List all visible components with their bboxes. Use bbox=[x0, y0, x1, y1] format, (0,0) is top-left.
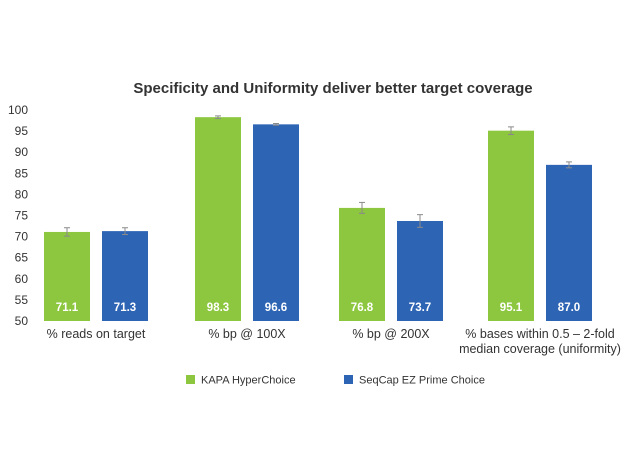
y-tick-label: 55 bbox=[15, 293, 29, 307]
y-tick-label: 60 bbox=[15, 272, 29, 286]
data-label: 98.3 bbox=[207, 302, 229, 314]
bar bbox=[488, 130, 534, 321]
y-tick-label: 90 bbox=[15, 145, 29, 159]
y-axis: 50 55 60 65 70 75 80 85 90 95 100 bbox=[8, 103, 28, 328]
bar bbox=[44, 231, 90, 321]
y-tick-label: 75 bbox=[15, 209, 29, 223]
x-category-label: % reads on target bbox=[47, 327, 146, 341]
data-label: 95.1 bbox=[500, 302, 523, 314]
y-tick-label: 95 bbox=[15, 124, 29, 138]
data-label: 96.6 bbox=[265, 302, 287, 314]
data-label: 71.1 bbox=[56, 302, 79, 314]
y-tick-label: 50 bbox=[15, 314, 29, 328]
legend-label: SeqCap EZ Prime Choice bbox=[359, 375, 485, 387]
x-category-label: % bp @ 100X bbox=[208, 327, 286, 341]
chart-title: Specificity and Uniformity deliver bette… bbox=[133, 80, 532, 97]
data-label: 73.7 bbox=[409, 302, 431, 314]
bar bbox=[339, 207, 385, 321]
bar bbox=[253, 124, 299, 322]
legend: KAPA HyperChoice SeqCap EZ Prime Choice bbox=[186, 375, 485, 387]
bar bbox=[102, 231, 148, 321]
bar bbox=[546, 164, 592, 321]
y-tick-label: 65 bbox=[15, 251, 29, 265]
legend-swatch bbox=[344, 375, 353, 384]
x-category-label: % bases within 0.5 – 2-fold bbox=[465, 327, 614, 341]
data-label: 76.8 bbox=[351, 302, 374, 314]
x-category-label: median coverage (uniformity) bbox=[459, 342, 621, 356]
x-category-label: % bp @ 200X bbox=[352, 327, 430, 341]
legend-swatch bbox=[186, 375, 195, 384]
y-tick-label: 80 bbox=[15, 187, 29, 201]
y-tick-label: 85 bbox=[15, 166, 29, 180]
bar bbox=[397, 220, 443, 321]
bars: 71.1 98.3 76.8 95.1 71.3 96.6 73.7 87.0 bbox=[44, 115, 592, 322]
bar bbox=[195, 117, 241, 321]
y-tick-label: 70 bbox=[15, 230, 29, 244]
data-label: 87.0 bbox=[558, 302, 580, 314]
x-axis: % reads on target % bp @ 100X % bp @ 200X%… bbox=[47, 327, 621, 356]
legend-label: KAPA HyperChoice bbox=[201, 375, 296, 387]
data-label: 71.3 bbox=[114, 302, 136, 314]
y-tick-label: 100 bbox=[8, 103, 28, 117]
